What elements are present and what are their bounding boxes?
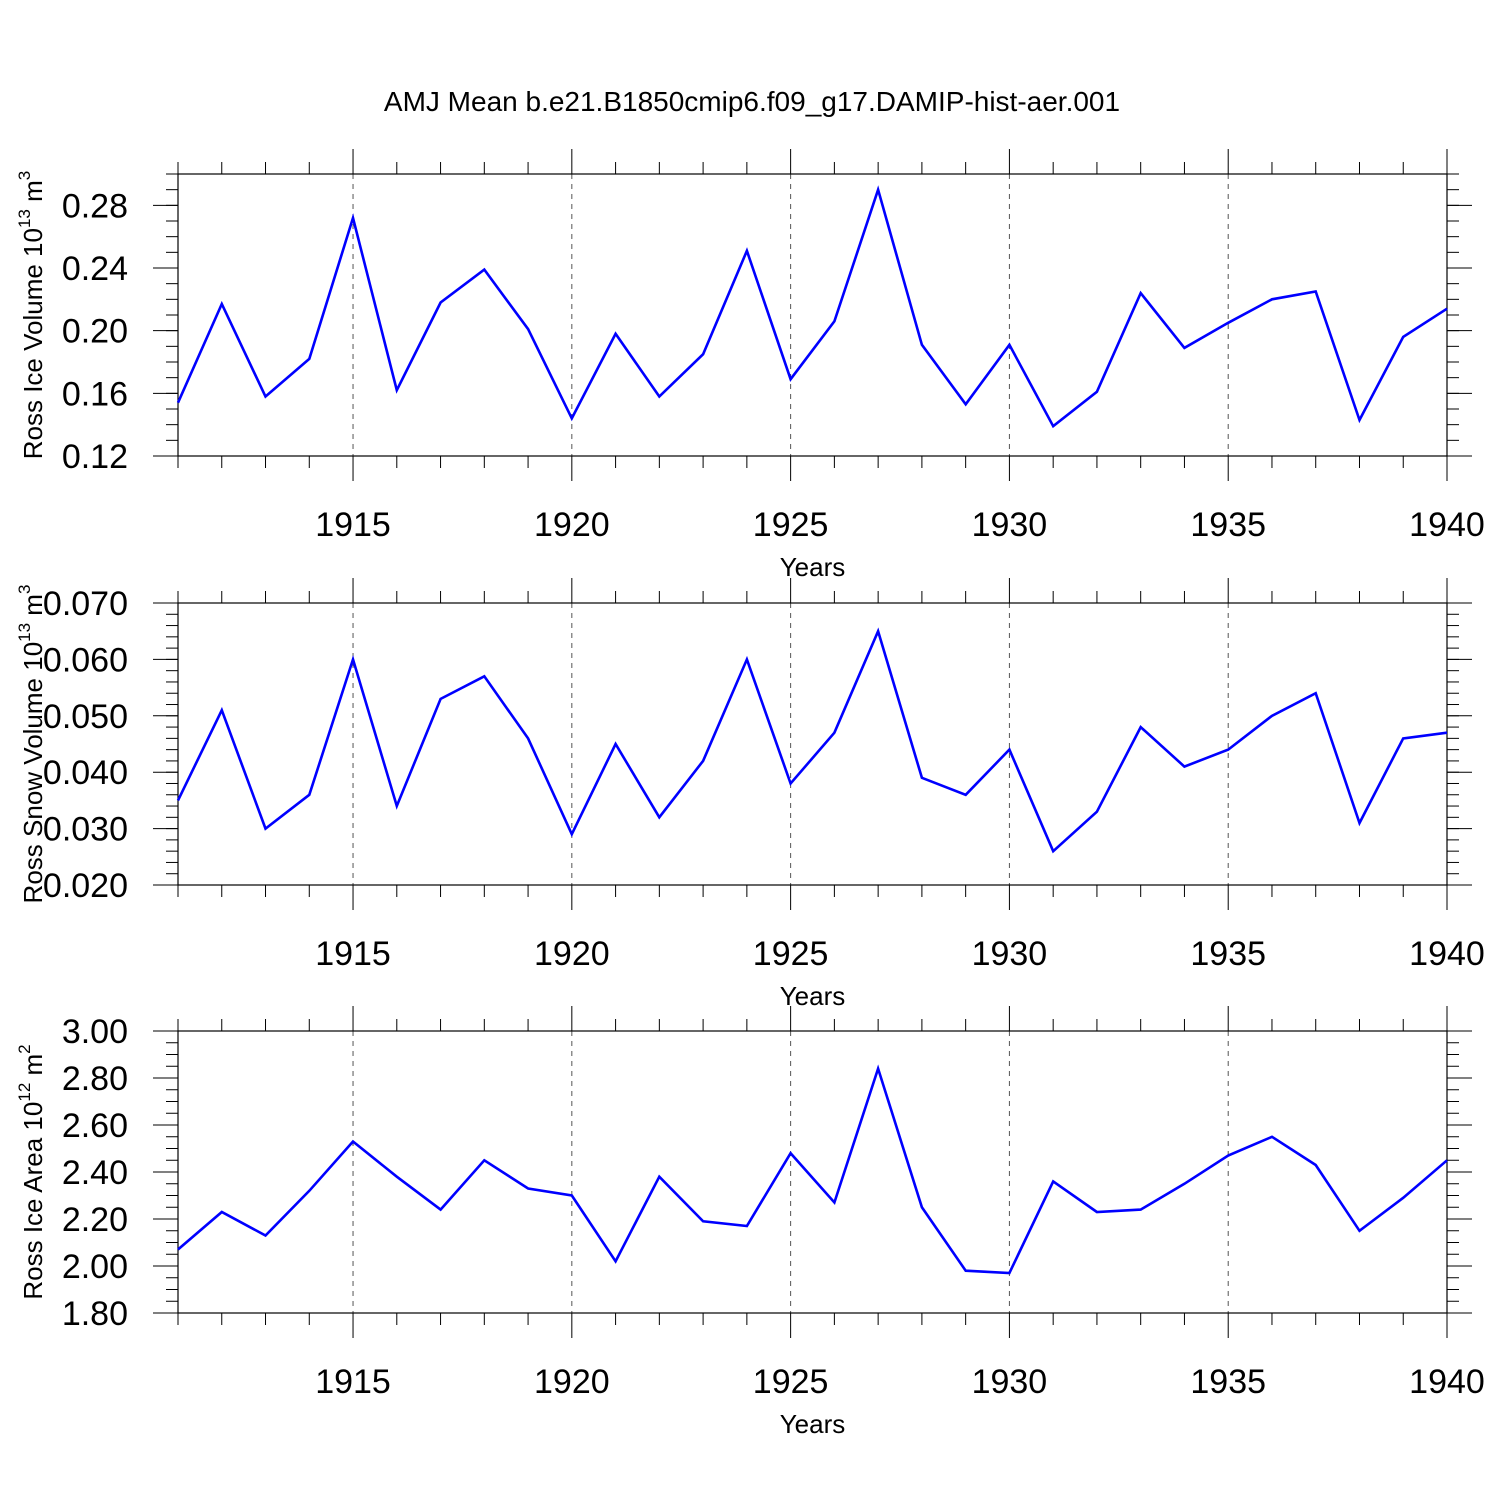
y-tick-label: 2.40 — [62, 1154, 128, 1192]
y-tick-label: 2.20 — [62, 1201, 128, 1239]
x-tick-label: 1920 — [534, 935, 610, 973]
x-tick-label: 1920 — [534, 506, 610, 544]
x-tick-label: 1915 — [315, 506, 391, 544]
x-axis-label: Years — [780, 1409, 846, 1439]
y-tick-label: 2.80 — [62, 1060, 128, 1098]
y-tick-label: 0.28 — [62, 187, 128, 225]
x-tick-label: 1935 — [1190, 506, 1266, 544]
y-tick-label: 0.16 — [62, 375, 128, 413]
series-line — [176, 627, 1448, 854]
chart-panel-3: 1915 1920 1925 1930 1935 1940 1.80 2.00 2.20 2.40… — [15, 1006, 1485, 1439]
x-tick-label: 1930 — [972, 1363, 1048, 1401]
series-line — [177, 1064, 1448, 1275]
y-tick-label: 2.60 — [62, 1107, 128, 1145]
x-tick-label: 1920 — [534, 1363, 610, 1401]
x-tick-label: 1940 — [1409, 1363, 1485, 1401]
figure-title: AMJ Mean b.e21.B1850cmip6.f09_g17.DAMIP-… — [384, 86, 1120, 117]
y-tick-label: 0.050 — [43, 698, 128, 736]
x-axis-label: Years — [780, 981, 846, 1011]
x-tick-label: 1930 — [972, 506, 1048, 544]
y-tick-label: 0.030 — [43, 811, 128, 849]
x-tick-label: 1925 — [753, 1363, 829, 1401]
x-tick-label: 1925 — [753, 506, 829, 544]
y-tick-label: 0.24 — [62, 250, 128, 288]
chart-panel-1: 1915 1920 1925 1930 1935 1940 0.12 0.16 0.20 0.24… — [15, 149, 1485, 582]
plot-frame — [177, 1030, 1448, 1314]
y-tick-label: 0.070 — [43, 585, 128, 623]
chart-panel-2: 1915 1920 1925 1930 1935 1940 0.020 0.030 0.040 0… — [15, 578, 1485, 1011]
y-axis-label: Ross Ice Volume 1013 m3 — [15, 171, 48, 460]
y-tick-label: 2.00 — [62, 1248, 128, 1286]
x-tick-label: 1915 — [315, 1363, 391, 1401]
x-tick-label: 1940 — [1409, 935, 1485, 973]
y-tick-label: 0.060 — [43, 641, 128, 679]
x-tick-label: 1935 — [1190, 1363, 1266, 1401]
y-tick-label: 0.12 — [62, 438, 128, 476]
y-tick-label: 3.00 — [62, 1013, 128, 1051]
y-tick-label: 0.20 — [62, 313, 128, 351]
x-axis-label: Years — [780, 552, 846, 582]
x-tick-label: 1915 — [315, 935, 391, 973]
series-line — [176, 185, 1448, 429]
x-tick-label: 1935 — [1190, 935, 1266, 973]
y-axis-label: Ross Ice Area 1012 m2 — [15, 1044, 48, 1299]
x-tick-label: 1940 — [1409, 506, 1485, 544]
x-tick-label: 1925 — [753, 935, 829, 973]
y-tick-label: 1.80 — [62, 1295, 128, 1333]
plot-frame — [177, 173, 1448, 457]
x-tick-label: 1930 — [972, 935, 1048, 973]
y-tick-label: 0.040 — [43, 754, 128, 792]
y-tick-label: 0.020 — [43, 867, 128, 905]
plot-frame — [177, 602, 1448, 886]
y-axis-label: Ross Snow Volume 1013 m3 — [15, 585, 48, 904]
